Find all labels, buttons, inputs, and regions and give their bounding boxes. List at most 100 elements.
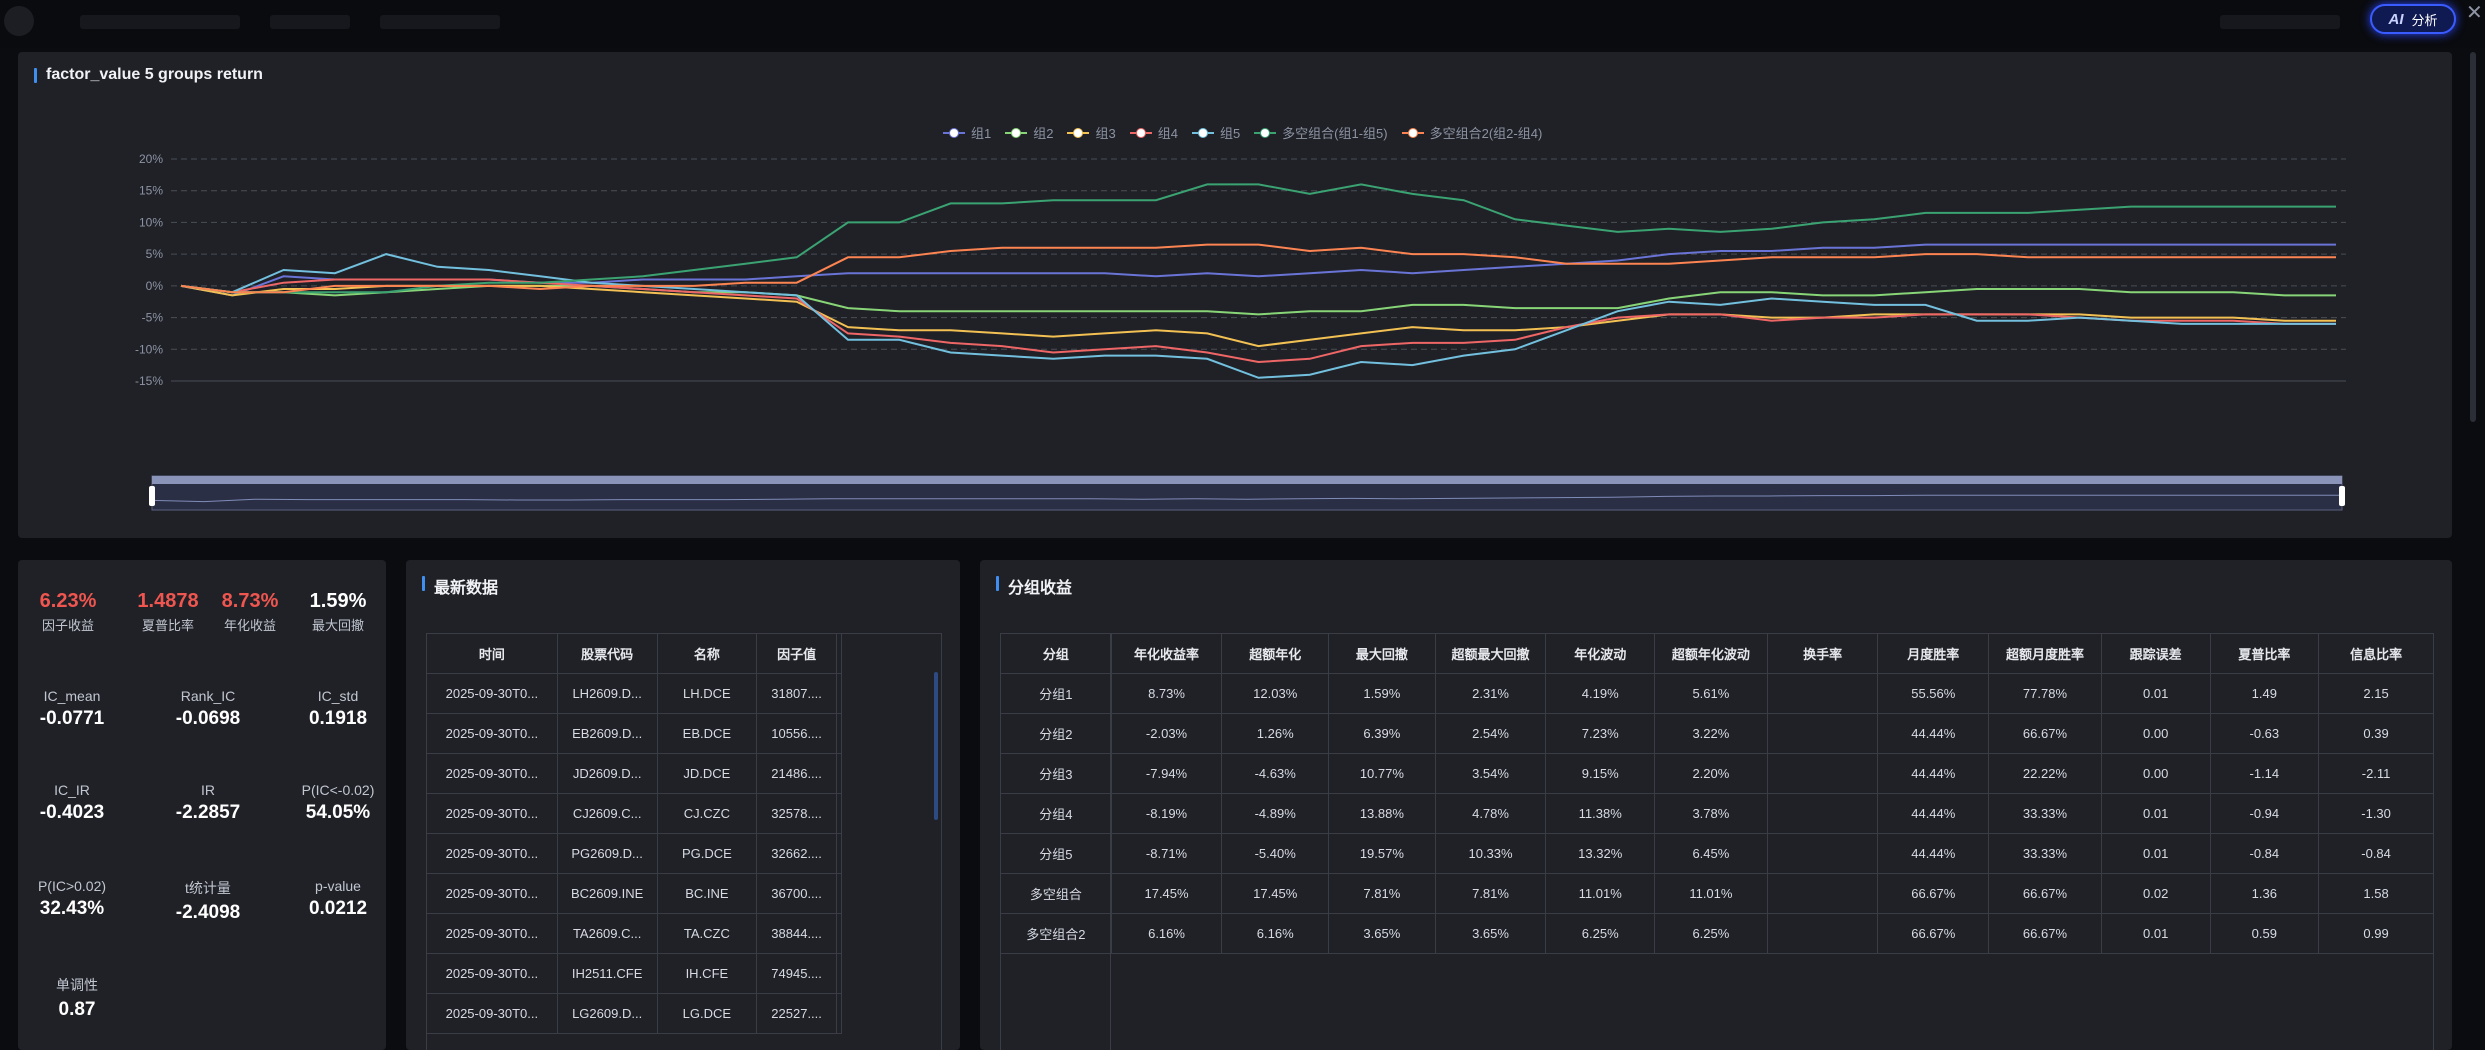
table-row[interactable]: 分组5 -8.71% -5.40% 19.57% 10.33% 13.32% 6.45% 44… (1000, 833, 2434, 874)
table-row[interactable]: 2025-09-30T0... JD2609.D... JD.DCE 21486...… (426, 753, 842, 794)
ic-stat-label: P(IC<-0.02) (301, 782, 375, 798)
table-row[interactable]: 分组3 -7.94% -4.63% 10.77% 3.54% 9.15% 2.20% 44.4… (1000, 753, 2434, 794)
table-cell: -4.89% (1221, 793, 1330, 834)
legend-item[interactable]: 多空组合2(组2-组4) (1401, 123, 1542, 142)
table-cell (1766, 793, 1879, 834)
zoom-slider-right-handle[interactable] (2339, 486, 2345, 506)
table-cell: 6.25% (1654, 913, 1768, 954)
table-row[interactable]: 多空组合2 6.16% 6.16% 3.65% 3.65% 6.25% 6.25% 66.67… (1000, 913, 2434, 954)
table-cell: -8.19% (1110, 793, 1223, 834)
legend-item[interactable]: 组1 (943, 123, 991, 142)
zoom-slider-left-handle[interactable] (149, 486, 155, 506)
close-icon[interactable]: ✕ (2466, 2, 2483, 24)
table-cell: 66.67% (1988, 873, 2102, 914)
table-row[interactable]: 多空组合 17.45% 17.45% 7.81% 7.81% 11.01% 11.01% 66… (1000, 873, 2434, 914)
legend-item[interactable]: 组4 (1129, 123, 1178, 142)
column-header[interactable]: 股票代码 (556, 633, 658, 674)
column-header[interactable]: 夏普比率 (2209, 633, 2320, 674)
legend-item[interactable]: 组5 (1191, 123, 1240, 142)
table-row[interactable]: 2025-09-30T0... BC2609.INE BC.INE 36700.... (426, 873, 842, 914)
table-row[interactable]: 2025-09-30T0... TA2609.C... TA.CZC 38844...… (426, 913, 842, 954)
latest-data-table: 时间 股票代码 名称 因子值 2025-09-30T0... LH2609.D... LH… (426, 633, 842, 1034)
ic-stat: Rank_IC -0.0698 (153, 688, 263, 730)
column-header[interactable]: 年化波动 (1545, 633, 1656, 674)
column-header[interactable]: 信息比率 (2318, 633, 2434, 674)
legend-line-marker-icon (1254, 127, 1277, 138)
table-cell: 3.54% (1434, 753, 1547, 794)
ic-stat-value: 0.1918 (308, 708, 368, 729)
column-header[interactable]: 最大回撤 (1328, 633, 1436, 674)
table-row[interactable]: 2025-09-30T0... LH2609.D... LH.DCE 31807...… (426, 673, 842, 714)
table-row[interactable]: 分组4 -8.19% -4.89% 13.88% 4.78% 11.38% 3.78% 44.… (1000, 793, 2434, 834)
table-cell (1766, 873, 1879, 914)
latest-table-scrollbar[interactable] (934, 672, 938, 820)
series-line (180, 183, 2336, 294)
ai-analysis-button[interactable]: AI 分析 (2370, 4, 2456, 34)
headline-stat-label: 年化收益 (223, 618, 276, 633)
table-cell: 21486.... (756, 753, 837, 794)
table-cell: 2025-09-30T0... (426, 753, 558, 794)
legend-label: 组3 (1095, 126, 1116, 141)
table-row[interactable]: 2025-09-30T0... CJ2609.C... CJ.CZC 32578...… (426, 793, 842, 834)
column-header[interactable]: 超额年化波动 (1654, 633, 1768, 674)
table-cell: 0.00 (2100, 713, 2211, 754)
column-header[interactable]: 时间 (426, 633, 558, 674)
ic-stat-value: -0.4023 (39, 802, 105, 823)
spacer-cell (836, 713, 842, 754)
headline-stat: 1.4878 夏普比率 (123, 590, 213, 634)
column-header[interactable]: 超额最大回撤 (1434, 633, 1547, 674)
table-cell: -1.14 (2209, 753, 2320, 794)
table-row[interactable]: 2025-09-30T0... LG2609.D... LG.DCE 22527...… (426, 993, 842, 1034)
legend-label: 组4 (1157, 126, 1178, 141)
spacer-cell (836, 753, 842, 794)
table-cell: 44.44% (1877, 833, 1990, 874)
legend-label: 多空组合(组1-组5) (1282, 126, 1388, 141)
table-cell: 2025-09-30T0... (426, 873, 558, 914)
column-header[interactable]: 跟踪误差 (2100, 633, 2211, 674)
ic-stat: IR -2.2857 (153, 782, 263, 824)
table-row[interactable]: 分组1 8.73% 12.03% 1.59% 2.31% 4.19% 5.61% 55.56%… (1000, 673, 2434, 714)
table-cell: 0.02 (2100, 873, 2211, 914)
legend-item[interactable]: 组2 (1005, 123, 1053, 142)
column-header[interactable]: 分组 (1000, 633, 1112, 674)
zoom-slider-bar[interactable] (152, 476, 2342, 484)
spacer-cell (836, 673, 842, 714)
ic-stat-value: 54.05% (305, 802, 371, 823)
page-scrollbar[interactable] (2470, 52, 2476, 422)
ic-stat-value: 0.0212 (308, 898, 368, 919)
column-header[interactable]: 因子值 (756, 633, 837, 674)
column-header[interactable]: 年化收益率 (1110, 633, 1223, 674)
zoom-slider-preview[interactable] (151, 494, 2342, 503)
table-cell: 17.45% (1221, 873, 1330, 914)
legend-item[interactable]: 多空组合(组1-组5) (1254, 123, 1388, 142)
table-row[interactable]: 分组2 -2.03% 1.26% 6.39% 2.54% 7.23% 3.22% 44.44%… (1000, 713, 2434, 754)
column-header[interactable]: 超额年化 (1221, 633, 1330, 674)
legend-line-marker-icon (1067, 127, 1090, 138)
legend-item[interactable]: 组3 (1067, 123, 1116, 142)
ic-stat: P(IC<-0.02) 54.05% (283, 782, 393, 824)
series-line (180, 243, 2336, 294)
table-cell: EB.DCE (656, 713, 758, 754)
table-cell: 分组3 (1000, 753, 1112, 794)
table-cell: 19.57% (1328, 833, 1436, 874)
column-header[interactable]: 名称 (656, 633, 758, 674)
table-cell: 22527.... (756, 993, 837, 1034)
table-cell: 36700.... (756, 873, 837, 914)
spacer-cell (836, 833, 842, 874)
table-cell: 3.22% (1654, 713, 1768, 754)
table-cell: 44.44% (1877, 793, 1990, 834)
column-header[interactable]: 换手率 (1766, 633, 1879, 674)
table-cell (1766, 673, 1879, 714)
table-cell: 7.81% (1328, 873, 1436, 914)
table-row[interactable]: 2025-09-30T0... EB2609.D... EB.DCE 10556...… (426, 713, 842, 754)
table-cell: 44.44% (1877, 753, 1990, 794)
table-cell: PG.DCE (656, 833, 758, 874)
ic-stat-label: p-value (315, 878, 361, 894)
group-returns-title: 分组收益 (996, 574, 1072, 598)
column-header[interactable]: 超额月度胜率 (1988, 633, 2102, 674)
table-row[interactable]: 2025-09-30T0... IH2511.CFE IH.CFE 74945.... (426, 953, 842, 994)
table-row[interactable]: 2025-09-30T0... PG2609.D... PG.DCE 32662...… (426, 833, 842, 874)
spacer-cell (836, 913, 842, 954)
headline-stat-label: 夏普比率 (141, 618, 194, 633)
column-header[interactable]: 月度胜率 (1877, 633, 1990, 674)
